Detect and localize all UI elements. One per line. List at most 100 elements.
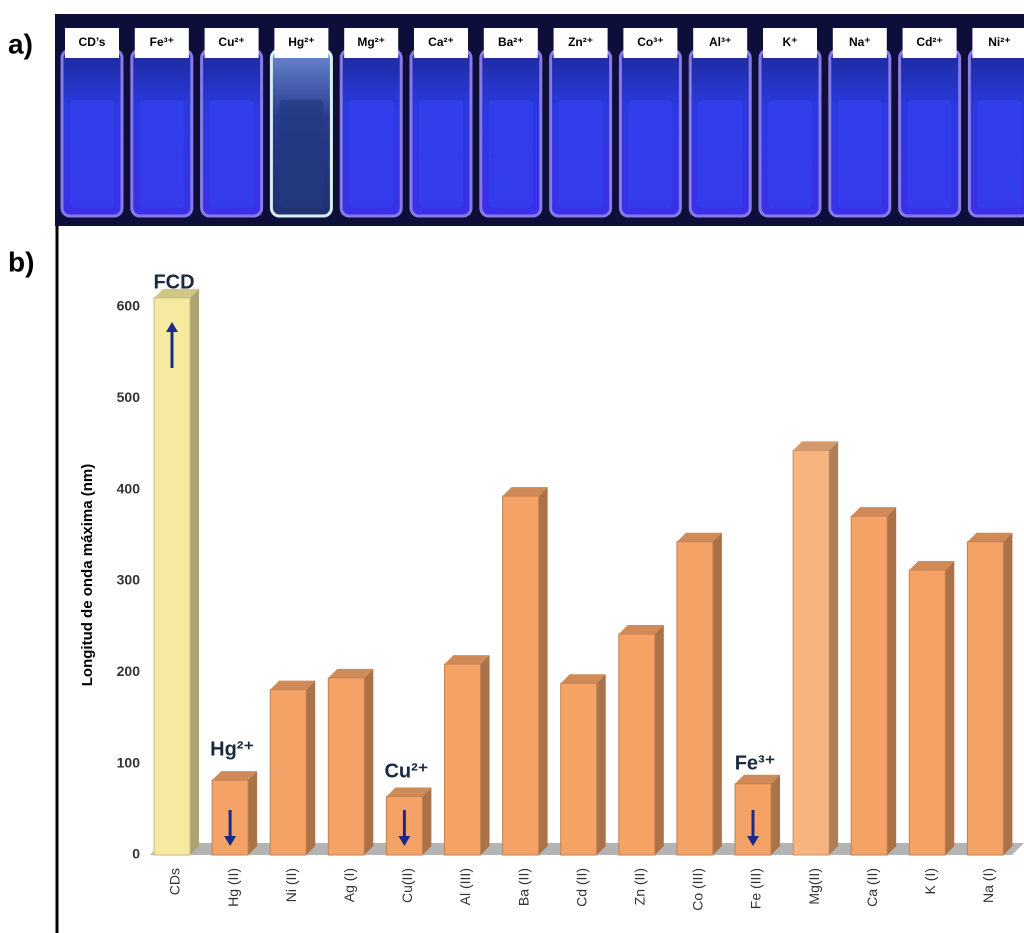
bar-side	[306, 680, 316, 855]
label-box	[693, 28, 748, 58]
cuvette-label: Al³⁺	[709, 35, 731, 49]
arrow-head	[224, 836, 237, 846]
cuvette-label: Na⁺	[849, 35, 871, 49]
bar-top	[328, 668, 374, 678]
label-box	[204, 28, 259, 58]
label-box	[623, 28, 678, 58]
x-tick-label: Fe (III)	[748, 868, 764, 909]
bar-top	[735, 774, 780, 784]
bar-top	[676, 532, 722, 542]
bar-top	[502, 487, 548, 497]
x-tick-label: K (I)	[922, 868, 938, 894]
arrow-head	[747, 836, 759, 846]
bar	[908, 569, 946, 856]
y-tick-label: 0	[132, 846, 140, 862]
bar	[792, 449, 830, 856]
y-tick-label: 500	[117, 389, 141, 405]
bar-side	[829, 441, 839, 855]
label-box	[65, 28, 119, 58]
bar-side	[654, 624, 664, 855]
label-box	[344, 28, 399, 58]
bar-side	[190, 288, 199, 855]
bar-side	[887, 507, 897, 855]
x-tick-label: Zn (II)	[632, 868, 648, 905]
cuvette-liquid	[698, 100, 743, 208]
bar-top	[618, 624, 664, 634]
cuvette-liquid	[488, 100, 533, 208]
cuvette-label: Hg²⁺	[288, 35, 314, 49]
bar-top	[560, 674, 606, 684]
cuvette-liquid	[139, 100, 184, 208]
x-tick-label: Ca (II)	[864, 868, 880, 907]
cuvette-liquid	[768, 100, 812, 208]
cuvette-label: Zn²⁺	[568, 35, 593, 49]
arrow-head	[166, 322, 178, 332]
bar-side	[596, 674, 606, 855]
panel-label: b)	[8, 246, 34, 277]
bar-top	[851, 507, 897, 517]
bar-top	[386, 787, 432, 797]
label-box	[832, 28, 887, 58]
y-axis-label: Longitud de onda máxima (nm)	[79, 464, 96, 687]
bar-top	[212, 771, 258, 781]
bar	[153, 297, 191, 856]
x-tick-label: CDs	[167, 868, 183, 895]
cuvette-liquid	[977, 100, 1022, 208]
bar-side	[248, 771, 258, 855]
annotation: Fe³⁺	[735, 752, 776, 774]
cuvette-liquid	[558, 100, 603, 208]
x-tick-label: Co (III)	[690, 868, 706, 911]
bar-side	[771, 774, 780, 855]
bar-top	[909, 561, 955, 571]
x-tick-label: Cu(II)	[399, 868, 415, 903]
cuvette-label: Ca²⁺	[428, 35, 454, 49]
cuvette-liquid	[70, 100, 114, 208]
annotation: Cu²⁺	[384, 760, 428, 782]
cuvette-liquid	[209, 100, 254, 208]
bar-top	[967, 532, 1013, 542]
label-box	[972, 28, 1024, 58]
bar-side	[1003, 532, 1013, 855]
cuvette-liquid	[907, 100, 952, 208]
bar	[618, 633, 656, 856]
annotation: Hg²⁺	[210, 738, 254, 760]
bar	[444, 663, 481, 856]
cuvette-label: Cu²⁺	[218, 35, 244, 49]
bar-top	[270, 680, 316, 690]
bar-side	[712, 532, 722, 855]
cuvette-label: Ni²⁺	[988, 35, 1010, 49]
bar	[502, 495, 540, 856]
cuvette-label: CD’s	[79, 35, 106, 49]
cuvette-liquid	[279, 100, 324, 208]
bar-side	[480, 655, 490, 855]
bar-top	[154, 288, 199, 298]
plot: 0 100 200 300 400 500 600 CDs Hg (II) Ni (II) Ag (…	[117, 271, 1013, 911]
cuvette-liquid	[419, 100, 463, 208]
label-box	[763, 28, 817, 58]
x-tick-label: Ag (I)	[341, 868, 357, 902]
bar	[327, 677, 365, 856]
bar-top	[793, 441, 839, 451]
cuvette-label: Co³⁺	[637, 35, 663, 49]
y-tick-label: 100	[117, 754, 141, 770]
label-box	[134, 28, 189, 58]
bar	[560, 682, 598, 856]
cuvette-label: Fe³⁺	[150, 35, 174, 49]
label-box	[274, 28, 329, 58]
bar	[966, 541, 1004, 856]
y-tick-label: 400	[117, 480, 141, 496]
cuvette-label: K⁺	[783, 35, 798, 49]
photo: CD’s Fe³⁺ Cu²⁺ Hg²⁺ Mg²⁺ Ca²⁺ Ba²⁺ Zn²⁺ Co³⁺ Al³⁺…	[60, 28, 1024, 218]
x-tick-label: Ni (II)	[283, 868, 299, 902]
bar-side	[538, 487, 548, 855]
y-tick-label: 200	[117, 663, 141, 679]
x-tick-label: Al (III)	[457, 868, 473, 905]
y-tick-label: 300	[117, 572, 141, 588]
panel-label: a)	[8, 28, 33, 59]
annotation: FCD	[153, 271, 194, 293]
x-tick-label: Na (I)	[980, 868, 996, 903]
x-tick-label: Cd (II)	[573, 868, 589, 907]
label-box	[902, 28, 957, 58]
bar	[850, 515, 888, 856]
